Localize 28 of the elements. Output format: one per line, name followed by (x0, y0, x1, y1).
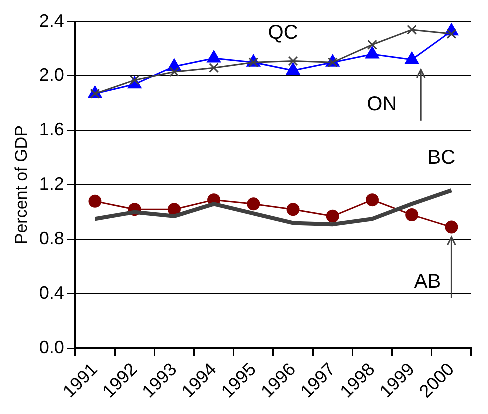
point (367, 40, 378, 50)
y-tick-label: 2.0 (39, 65, 64, 86)
y-tick-label: 0.4 (39, 282, 64, 303)
series-label: QC (268, 22, 298, 44)
y-tick-label: 0.8 (39, 228, 64, 249)
point (286, 62, 300, 76)
series-label: BC (428, 147, 456, 170)
point (445, 220, 458, 234)
point (406, 208, 419, 222)
point (407, 24, 418, 35)
point (286, 203, 300, 216)
point (365, 46, 380, 59)
point (88, 194, 102, 208)
point (209, 63, 220, 74)
y-tick-label: 1.2 (39, 174, 64, 194)
point (366, 194, 379, 207)
point (288, 56, 298, 66)
point (207, 50, 222, 63)
point (326, 210, 340, 223)
point (405, 52, 420, 64)
y-tick-label: 2.4 (39, 10, 64, 31)
point (169, 67, 180, 78)
series-label: ON (367, 93, 398, 116)
y-axis-title: Percent of GDP (12, 126, 31, 245)
y-tick-label: 1.6 (39, 120, 64, 140)
point (247, 198, 260, 211)
y-tick-label: 0.0 (39, 337, 64, 358)
series-label: AB (414, 270, 442, 293)
